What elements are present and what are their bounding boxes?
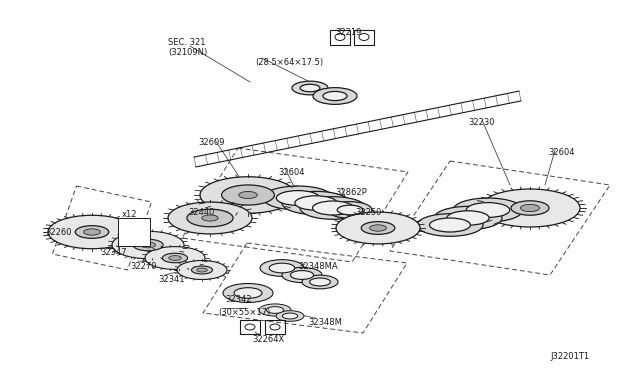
Bar <box>354 30 374 45</box>
Ellipse shape <box>133 239 163 251</box>
Ellipse shape <box>282 313 298 319</box>
Ellipse shape <box>300 197 366 219</box>
Ellipse shape <box>336 212 420 244</box>
Text: (28.5×64×17.5): (28.5×64×17.5) <box>255 58 323 67</box>
Text: 32440: 32440 <box>188 208 214 217</box>
Text: 32264X: 32264X <box>252 335 284 344</box>
Text: x12: x12 <box>122 210 138 219</box>
Ellipse shape <box>453 198 523 222</box>
Ellipse shape <box>163 253 188 263</box>
Ellipse shape <box>359 33 369 41</box>
Ellipse shape <box>122 227 146 237</box>
Ellipse shape <box>417 214 483 236</box>
Text: 32250: 32250 <box>355 208 381 217</box>
Text: 32270: 32270 <box>130 262 157 271</box>
Ellipse shape <box>511 201 549 215</box>
Ellipse shape <box>84 229 100 235</box>
Text: 32348MA: 32348MA <box>298 262 338 271</box>
Ellipse shape <box>276 190 320 205</box>
Ellipse shape <box>245 324 255 330</box>
Ellipse shape <box>239 192 257 199</box>
Ellipse shape <box>312 201 353 215</box>
Text: 32604: 32604 <box>548 148 575 157</box>
Text: 32260: 32260 <box>45 228 72 237</box>
Ellipse shape <box>202 215 218 221</box>
Ellipse shape <box>295 196 337 210</box>
Ellipse shape <box>200 177 296 213</box>
Text: 32348M: 32348M <box>308 318 342 327</box>
Ellipse shape <box>191 266 212 274</box>
Ellipse shape <box>520 204 540 212</box>
Ellipse shape <box>335 33 345 41</box>
Ellipse shape <box>328 202 372 218</box>
Ellipse shape <box>76 226 109 238</box>
Ellipse shape <box>337 205 363 215</box>
Ellipse shape <box>282 191 350 215</box>
Ellipse shape <box>323 92 347 100</box>
Ellipse shape <box>234 288 262 298</box>
Text: 32342: 32342 <box>225 295 252 304</box>
Ellipse shape <box>266 307 284 313</box>
Ellipse shape <box>291 270 314 279</box>
Ellipse shape <box>480 189 580 227</box>
Text: 32230: 32230 <box>468 118 495 127</box>
Ellipse shape <box>112 231 184 259</box>
Ellipse shape <box>263 186 333 210</box>
Ellipse shape <box>276 311 304 321</box>
Text: J32201T1: J32201T1 <box>551 352 590 361</box>
Ellipse shape <box>169 256 181 260</box>
Ellipse shape <box>221 185 275 205</box>
Text: 32604: 32604 <box>278 168 305 177</box>
Text: 32862P: 32862P <box>335 188 367 197</box>
Ellipse shape <box>282 267 322 283</box>
Ellipse shape <box>302 275 338 289</box>
Ellipse shape <box>292 81 328 95</box>
Ellipse shape <box>434 206 502 230</box>
Text: 32341: 32341 <box>158 275 184 284</box>
Ellipse shape <box>140 242 156 248</box>
Ellipse shape <box>187 209 233 227</box>
Ellipse shape <box>361 222 395 234</box>
Text: (32109N): (32109N) <box>168 48 207 57</box>
Ellipse shape <box>145 247 205 269</box>
Bar <box>118 218 150 246</box>
Ellipse shape <box>260 260 304 276</box>
Bar <box>240 320 260 334</box>
Ellipse shape <box>270 324 280 330</box>
Text: 32609: 32609 <box>198 138 225 147</box>
Text: (30×55×17): (30×55×17) <box>218 308 270 317</box>
Ellipse shape <box>447 211 489 225</box>
Ellipse shape <box>48 215 136 249</box>
Ellipse shape <box>127 230 141 234</box>
Ellipse shape <box>259 304 291 316</box>
Ellipse shape <box>223 283 273 302</box>
Bar <box>330 30 350 45</box>
Ellipse shape <box>269 263 295 273</box>
Bar <box>265 320 285 334</box>
Ellipse shape <box>177 260 227 279</box>
Ellipse shape <box>168 202 252 234</box>
Text: 32219: 32219 <box>335 28 362 37</box>
Ellipse shape <box>467 203 509 217</box>
Ellipse shape <box>196 268 207 272</box>
Ellipse shape <box>370 225 387 231</box>
Ellipse shape <box>313 88 357 105</box>
Ellipse shape <box>310 278 330 286</box>
Ellipse shape <box>429 218 470 232</box>
Text: 32347: 32347 <box>100 248 127 257</box>
Ellipse shape <box>300 84 320 92</box>
Text: SEC. 321: SEC. 321 <box>168 38 205 47</box>
